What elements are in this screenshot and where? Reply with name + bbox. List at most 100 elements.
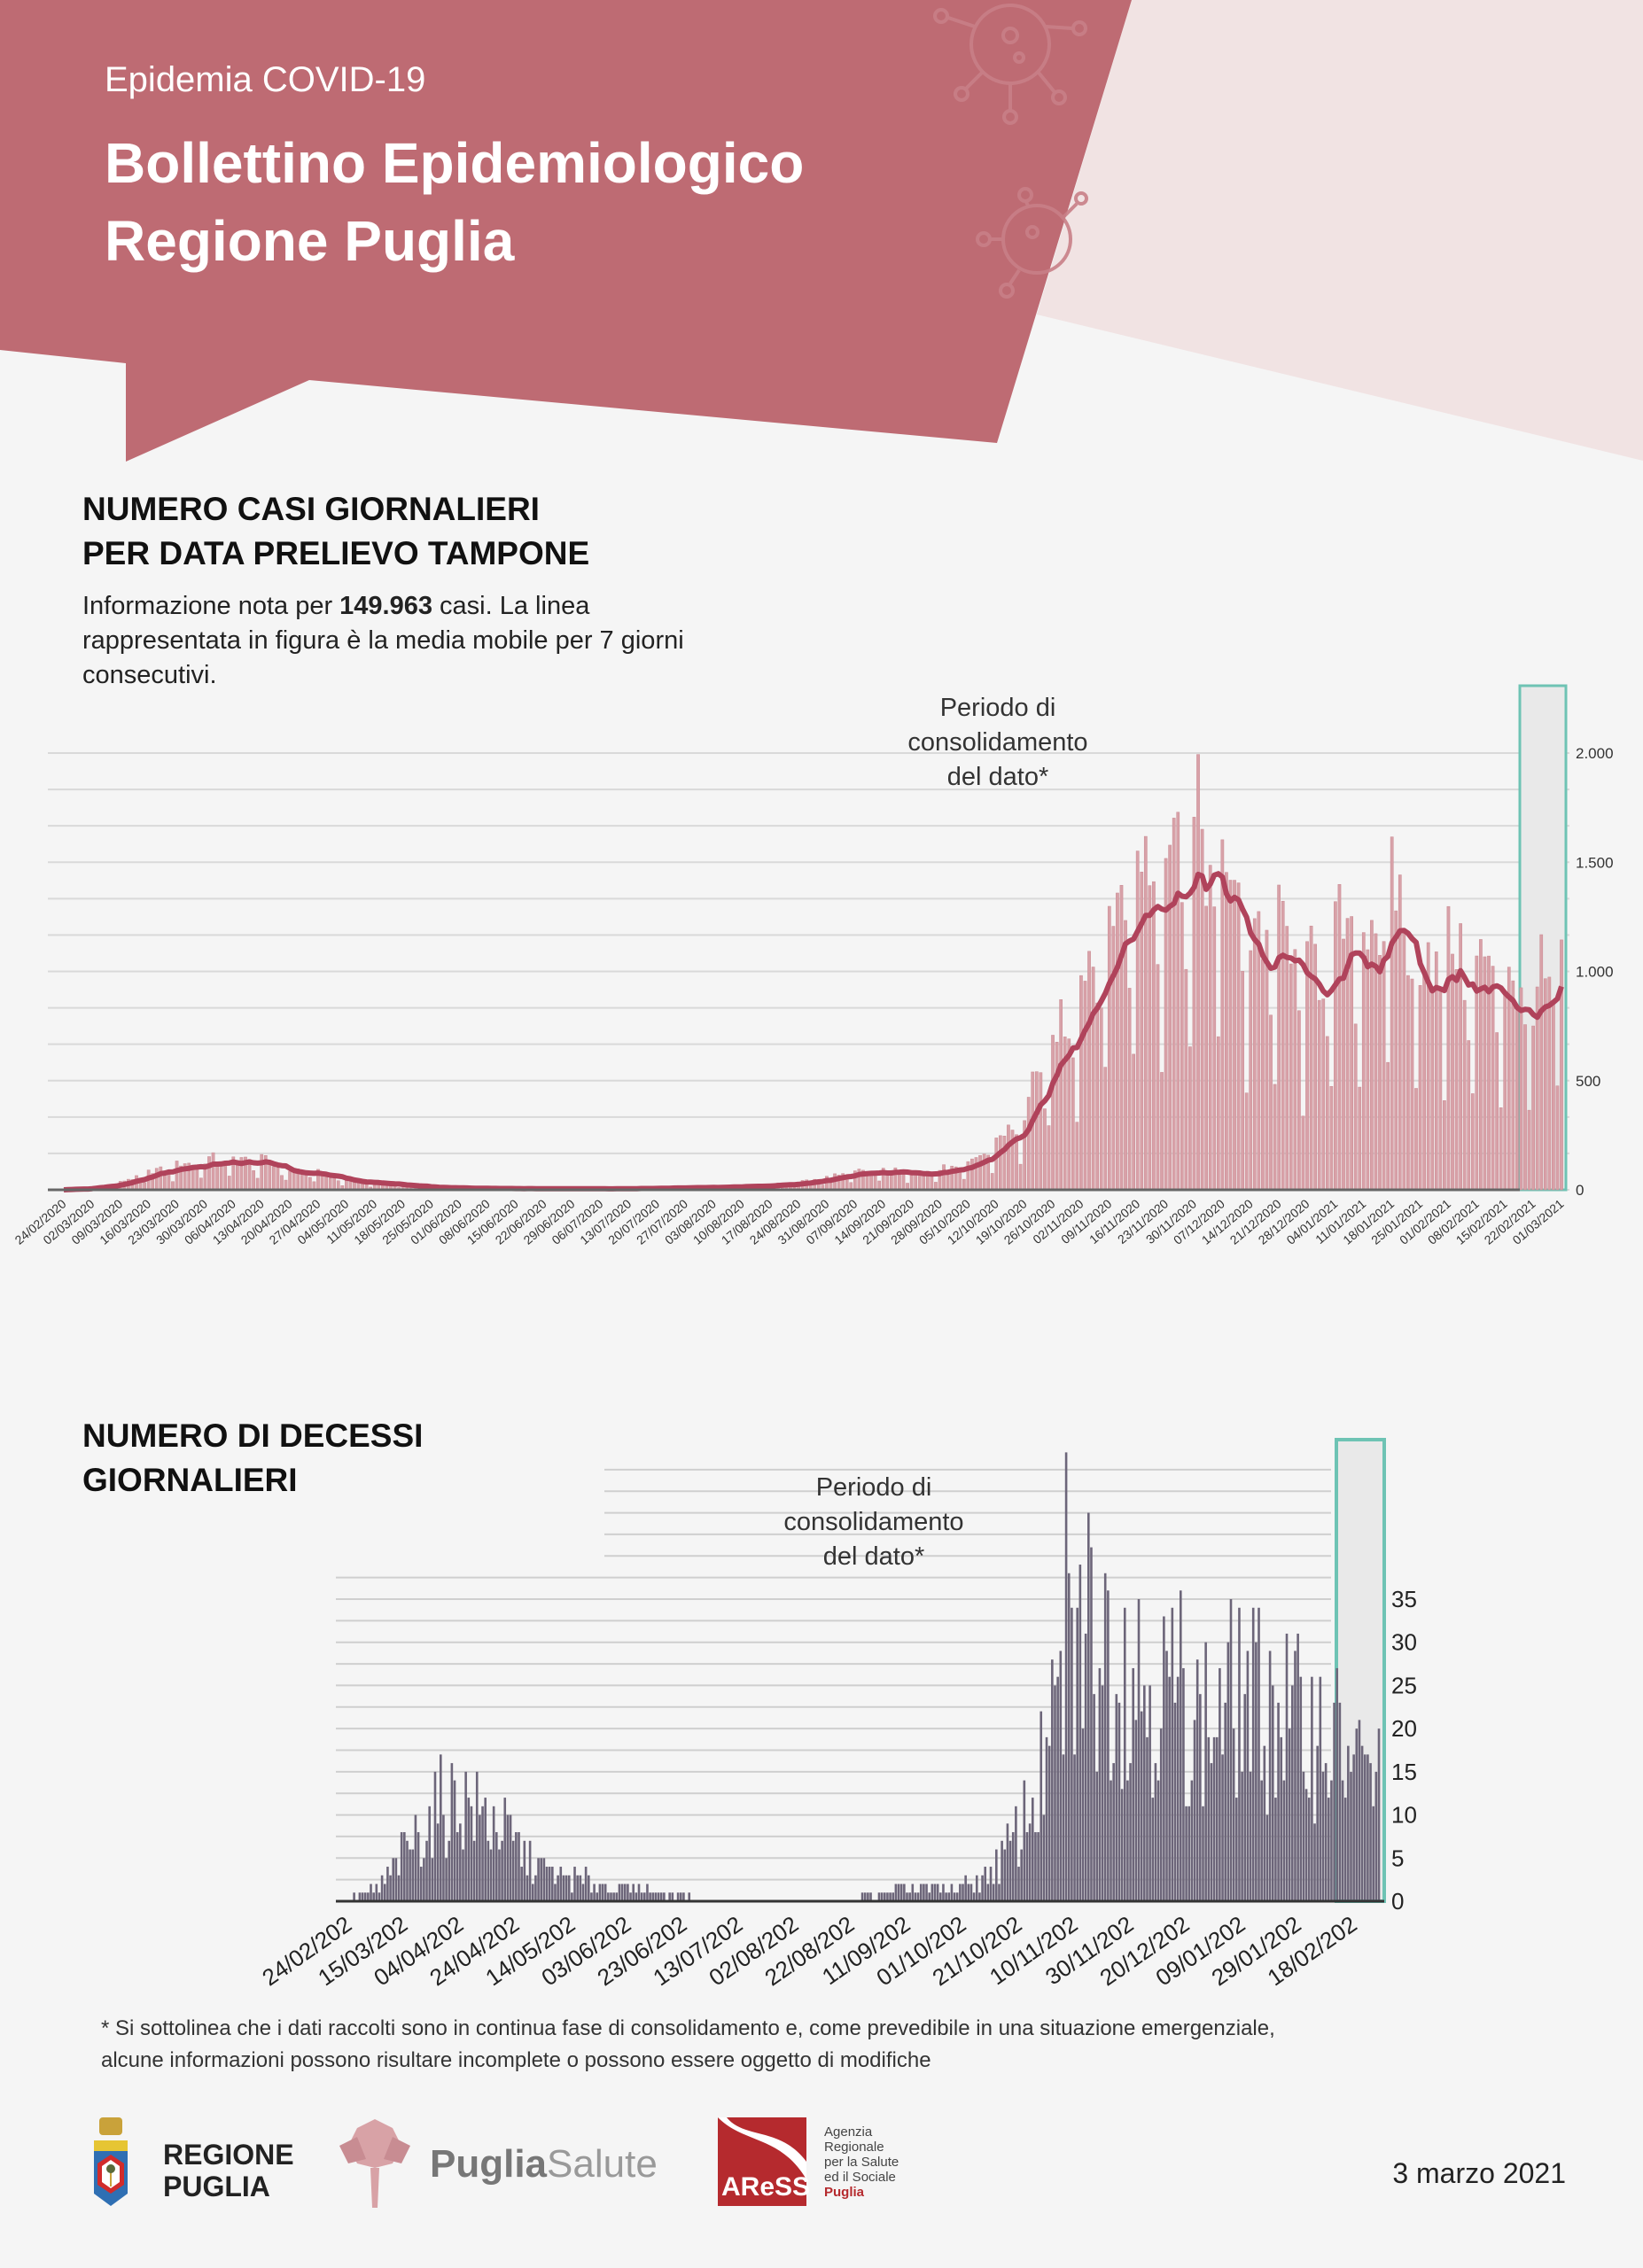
deaths-bar	[947, 1892, 951, 1901]
deaths-bar	[548, 1867, 551, 1901]
puglia-salute-wordmark: PugliaSalute	[430, 2142, 658, 2186]
deaths-bar	[492, 1806, 495, 1901]
deaths-bar	[353, 1892, 355, 1901]
deaths-bar	[676, 1892, 680, 1901]
cases-bar	[320, 1174, 324, 1191]
cases-bar	[1152, 881, 1156, 1191]
deaths-bar	[620, 1884, 624, 1901]
deaths-bar	[375, 1884, 378, 1901]
footnote-line2: alcune informazioni possono risultare in…	[101, 2048, 931, 2072]
cases-bar	[1143, 835, 1148, 1191]
cases-bar	[942, 1164, 946, 1191]
deaths-bar	[1369, 1763, 1372, 1901]
deaths-bar	[433, 1771, 437, 1901]
deaths-bar	[1087, 1512, 1090, 1901]
deaths-bar	[1232, 1728, 1235, 1901]
cases-bar	[1055, 1042, 1059, 1191]
desc-suffix: casi. La linea rappresentata in figura è…	[82, 592, 684, 689]
deaths-bar	[654, 1892, 658, 1901]
cases-bar	[1265, 929, 1269, 1191]
cases-bar	[1184, 968, 1188, 1191]
regione-puglia-wordmark: REGIONE PUGLIA	[163, 2139, 294, 2202]
deaths-bar	[370, 1884, 372, 1901]
deaths-bar	[423, 1858, 425, 1901]
deaths-bar	[551, 1867, 554, 1901]
deaths-bar	[573, 1867, 576, 1901]
cases-bar	[1135, 850, 1140, 1191]
deaths-bar	[487, 1840, 490, 1901]
moving-average-line	[63, 871, 1564, 1192]
deaths-bar	[1081, 1728, 1085, 1901]
cases-bar	[1491, 966, 1495, 1191]
deaths-bar	[877, 1892, 881, 1901]
deaths-bar	[481, 1806, 484, 1901]
annotation-line: del dato*	[822, 1542, 925, 1571]
y-tick-label: 5	[1391, 1845, 1404, 1871]
deaths-bar	[358, 1892, 362, 1901]
deaths-bar	[1341, 1780, 1344, 1901]
cases-bar	[1228, 880, 1233, 1191]
header-title: Bollettino Epidemiologico Regione Puglia	[105, 124, 804, 280]
deaths-bar	[1296, 1633, 1299, 1901]
deaths-bar	[400, 1832, 403, 1901]
cases-bar	[1277, 884, 1281, 1191]
cases-bar	[236, 1161, 239, 1191]
deaths-bar	[629, 1892, 632, 1901]
deaths-bar	[1367, 1754, 1369, 1901]
cases-bar	[1116, 892, 1119, 1191]
cases-bar	[994, 1138, 999, 1191]
deaths-bar	[1363, 1754, 1367, 1901]
cases-bar	[1285, 926, 1289, 1191]
cases-bar	[1539, 934, 1544, 1191]
deaths-bar	[863, 1892, 867, 1901]
cases-bar	[1002, 1136, 1007, 1191]
deaths-bar	[450, 1763, 454, 1901]
cases-section-title: NUMERO CASI GIORNALIERI PER DATA PRELIEV…	[82, 487, 589, 576]
deaths-bar	[442, 1814, 445, 1901]
cases-bar	[1051, 1035, 1055, 1191]
cases-bar	[1443, 1100, 1446, 1191]
cases-bar	[1390, 836, 1394, 1191]
deaths-bar	[1023, 1780, 1026, 1901]
cases-bar	[962, 1178, 966, 1191]
deaths-bar	[919, 1884, 923, 1901]
deaths-bar	[1304, 1789, 1308, 1901]
aress-line: Regionale	[824, 2140, 884, 2155]
cases-bar	[1208, 865, 1212, 1191]
deaths-bar	[1327, 1798, 1330, 1901]
cases-bar	[1107, 905, 1111, 1191]
deaths-bar	[969, 1884, 973, 1901]
deaths-bar	[1374, 1771, 1378, 1901]
cases-bar	[211, 1152, 215, 1191]
deaths-bar	[1280, 1736, 1283, 1901]
cases-bar	[1297, 1010, 1301, 1191]
cases-bar	[998, 1135, 1002, 1191]
cases-bar	[1225, 872, 1228, 1191]
cases-bar	[1059, 999, 1063, 1191]
deaths-bar	[663, 1892, 666, 1901]
deaths-bar	[1073, 1754, 1076, 1901]
deaths-bar	[1316, 1745, 1319, 1901]
deaths-bar	[1051, 1659, 1054, 1901]
deaths-bar	[1219, 1667, 1221, 1901]
deaths-bar	[1263, 1745, 1266, 1901]
header-pink-shape	[1037, 0, 1643, 461]
deaths-bar	[1226, 1642, 1230, 1901]
cases-bar	[1552, 1001, 1555, 1191]
deaths-bar	[436, 1823, 440, 1901]
cases-bar	[1281, 900, 1285, 1191]
deaths-bar	[1037, 1832, 1040, 1901]
deaths-bar	[880, 1892, 884, 1901]
cases-bar	[1244, 1092, 1249, 1191]
cases-bar	[215, 1162, 219, 1191]
deaths-bar	[567, 1875, 571, 1901]
cases-bar	[1091, 967, 1095, 1191]
deaths-bar	[1123, 1607, 1126, 1901]
deaths-bar	[579, 1875, 582, 1901]
deaths-bar	[1311, 1676, 1313, 1901]
cases-bar	[336, 1180, 340, 1191]
deaths-bar	[1154, 1763, 1157, 1901]
deaths-bar	[1352, 1754, 1355, 1901]
cases-bar	[1547, 976, 1552, 1191]
cases-bar	[1075, 1122, 1079, 1191]
